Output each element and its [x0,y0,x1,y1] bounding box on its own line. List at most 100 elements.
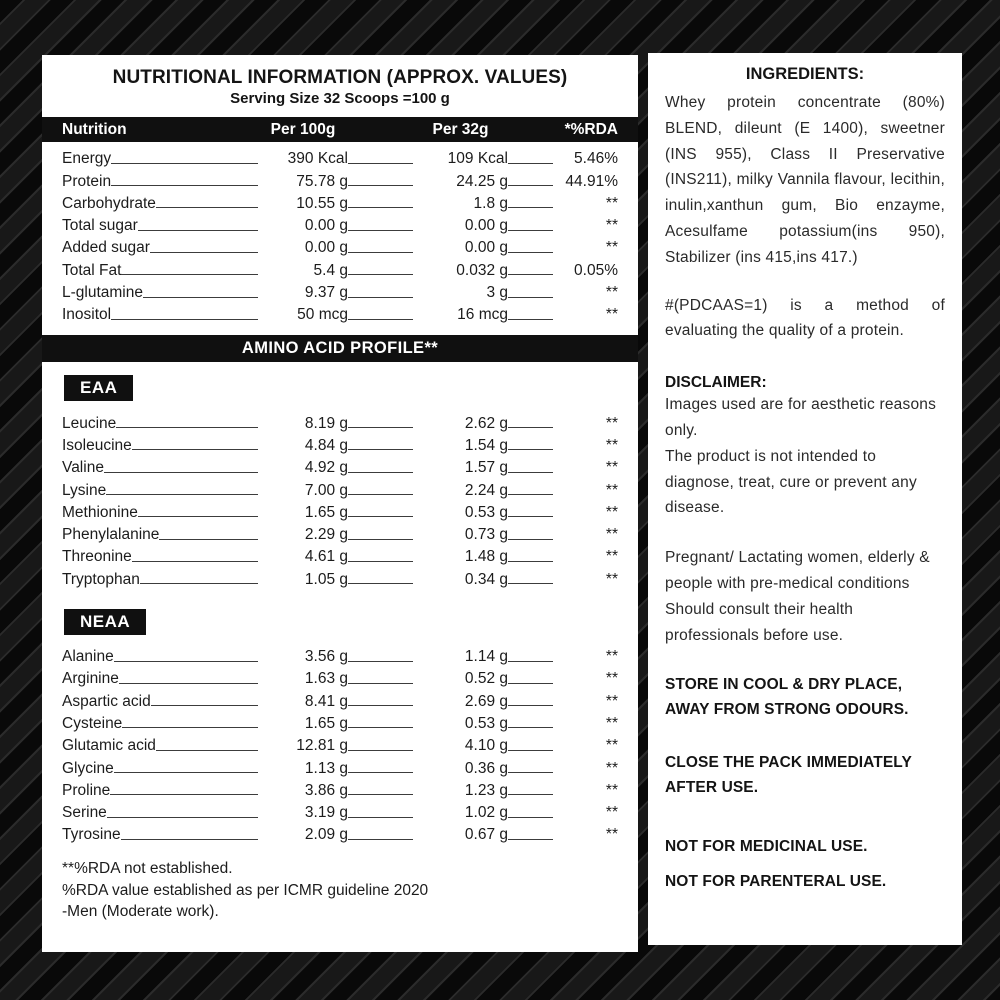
nutrition-panel-title: NUTRITIONAL INFORMATION (APPROX. VALUES) [112,67,568,88]
not-parenteral-notice: NOT FOR PARENTERAL USE. [665,873,887,891]
row-label: Carbohydrate [62,194,156,212]
row-label: Isoleucine [62,436,132,454]
value-per-32g: 0.53 g [464,503,508,521]
leader-line [348,566,413,585]
row-label: Tyrosine [62,826,121,844]
leader-line [508,500,553,518]
value-per-100g: 4.92 g [304,459,348,477]
table-row: Lysine 7.00 g 2.24 g ** [42,477,638,499]
leader-line [143,280,258,298]
value-rda: ** [605,526,618,544]
row-label: Alanine [62,648,114,666]
value-per-100g: 1.65 g [304,714,348,732]
leader-line [111,168,258,187]
eaa-badge: EAA [64,375,134,402]
leader-line [149,235,258,253]
value-per-32g: 2.62 g [464,414,508,432]
value-per-100g: 1.63 g [304,670,348,688]
leader-line [121,257,258,276]
value-rda: 44.91% [565,172,618,190]
leader-line [113,644,258,662]
value-per-100g: 1.65 g [304,503,348,521]
row-label: L-glutamine [62,284,143,302]
leader-line [116,410,258,429]
value-per-32g: 1.54 g [464,436,508,454]
value-per-32g: 0.52 g [464,670,508,688]
leader-line [348,302,413,320]
leader-line [348,544,413,562]
leader-line [508,477,553,496]
value-per-100g: 0.00 g [304,217,348,235]
value-per-32g: 4.10 g [464,737,508,755]
table-row: Inositol 50 mcg 16 mcg ** [42,302,638,324]
leader-line [348,522,413,540]
leader-line [131,544,258,562]
value-per-32g: 2.24 g [464,481,508,499]
leader-line [137,500,258,518]
value-per-100g: 10.55 g [296,194,348,212]
column-spacer [348,117,413,142]
leader-line [348,755,413,774]
leader-line [348,644,413,662]
table-row: Carbohydrate 10.55 g 1.8 g ** [42,191,638,213]
value-per-32g: 0.67 g [464,826,508,844]
leader-line [508,733,553,751]
ingredients-title: INGREDIENTS: [745,65,865,83]
leader-line [508,257,553,276]
value-per-32g: 2.69 g [464,692,508,710]
leader-line [137,213,258,231]
nutrition-table-header: Nutrition Per 100g Per 32g *%RDA [42,117,638,142]
disclaimer-line: The product is not intended to diagnose,… [665,447,917,517]
leader-line [508,666,553,684]
row-label: Aspartic acid [62,692,151,710]
table-row: Phenylalanine 2.29 g 0.73 g ** [42,522,638,544]
leader-line [106,800,258,818]
value-rda: 5.46% [574,150,618,168]
leader-line [348,280,413,298]
row-label: Protein [62,172,112,190]
table-row: Threonine 4.61 g 1.48 g ** [42,544,638,566]
value-per-100g: 7.00 g [304,481,348,499]
value-per-100g: 1.05 g [304,570,348,588]
value-rda: ** [605,284,618,302]
header-per-32g: Per 32g [432,121,489,138]
ingredients-text: Whey protein concentrate (80%) BLEND, di… [665,94,945,266]
close-pack-notice: CLOSE THE PACK IMMEDIATELY AFTER USE. [665,754,912,797]
value-rda: ** [605,194,618,212]
row-label: Total Fat [62,261,122,279]
leader-line [508,235,553,253]
table-row: Arginine 1.63 g 0.52 g ** [42,666,638,688]
value-per-32g: 1.14 g [464,648,508,666]
value-rda: ** [605,503,618,521]
leader-line [348,191,413,209]
row-label: Threonine [62,548,132,566]
leader-line [348,778,413,796]
value-per-32g: 0.53 g [464,714,508,732]
value-per-32g: 0.00 g [464,217,508,235]
row-label: Energy [62,150,112,168]
value-rda: ** [605,692,618,710]
value-per-32g: 0.73 g [464,526,508,544]
row-label: Total sugar [62,217,138,235]
value-per-100g: 50 mcg [297,306,348,324]
value-rda: 0.05% [574,261,618,279]
leader-line [348,711,413,729]
row-label: Proline [62,781,111,799]
table-row: Valine 4.92 g 1.57 g ** [42,455,638,477]
leader-line [508,146,553,164]
ingredients-panel: INGREDIENTS: Whey protein concentrate (8… [648,53,962,945]
leader-line [111,146,258,164]
column-spacer [127,117,258,142]
footnote-line: -Men (Moderate work). [62,903,219,921]
value-per-32g: 24.25 g [456,172,508,190]
leader-line [348,666,413,684]
row-label: Phenylalanine [62,526,160,544]
value-per-100g: 1.13 g [304,759,348,777]
leader-line [508,566,553,585]
row-label: Tryptophan [62,570,140,588]
leader-line [159,522,258,540]
table-row: Alanine 3.56 g 1.14 g ** [42,644,638,666]
value-per-100g: 3.86 g [304,781,348,799]
table-row: Aspartic acid 8.41 g 2.69 g ** [42,688,638,710]
